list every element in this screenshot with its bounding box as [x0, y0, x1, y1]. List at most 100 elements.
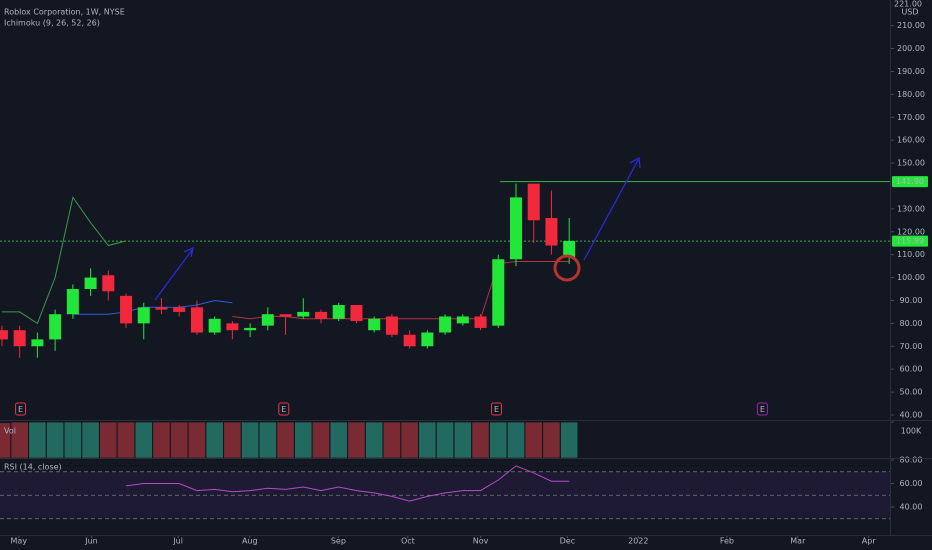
candle-body: [456, 316, 469, 324]
indicator-line: [232, 261, 570, 320]
volume-bar: [560, 421, 579, 459]
volume-bar: [188, 421, 206, 459]
volume-bar: [28, 421, 47, 459]
y-tick-label: 70.00: [900, 342, 923, 351]
candle-body: [403, 334, 416, 347]
candle-body: [173, 307, 186, 312]
candle-body: [368, 318, 381, 331]
volume-bar: [99, 421, 118, 459]
y-tick-label: 40.00: [900, 410, 923, 419]
y-tick-label: 90.00: [900, 296, 923, 305]
rsi-line: [125, 465, 570, 502]
y-tick-label: 150.00: [897, 159, 925, 168]
x-tick-label: 2022: [628, 537, 648, 546]
volume-bar: [329, 421, 348, 459]
volume-bar: [365, 421, 384, 459]
volume-bar: [117, 421, 135, 459]
volume-bar: [489, 421, 508, 459]
candle-body: [509, 197, 522, 260]
candle-body: [421, 332, 434, 347]
x-tick-label: Jul: [172, 537, 183, 546]
price-level-tag: [892, 176, 928, 188]
candle-body: [350, 305, 363, 322]
candle-body: [527, 183, 540, 221]
x-tick-label: Dec: [560, 537, 575, 546]
candle-body: [279, 314, 292, 317]
rsi-tick-label: 80.00: [900, 455, 923, 464]
earnings-label: E: [760, 405, 765, 414]
earnings-label: E: [18, 405, 23, 414]
candle-body: [545, 218, 558, 246]
volume-bar: [223, 421, 242, 459]
y-tick-label: 110.00: [897, 250, 925, 259]
x-tick-label: Sep: [331, 537, 346, 546]
x-tick-label: Mar: [790, 537, 806, 546]
x-tick-label: Nov: [473, 537, 489, 546]
volume-bar: [170, 421, 189, 459]
y-tick-label: 210.00: [897, 21, 925, 30]
price-level-label: 141.90: [896, 177, 924, 186]
y-tick-label: 190.00: [897, 67, 925, 76]
volume-bar: [81, 421, 100, 459]
x-tick-label: Apr: [862, 537, 877, 546]
currency-label: USD: [901, 8, 918, 17]
volume-bar: [347, 421, 366, 459]
y-tick-label: 130.00: [897, 204, 925, 213]
y-tick-label: 170.00: [897, 113, 925, 122]
chart-title: Roblox Corporation, 1W, NYSE: [4, 8, 125, 17]
volume-bar: [453, 421, 472, 459]
y-tick-label: 200.00: [897, 44, 925, 53]
y-tick-label: 80.00: [900, 319, 923, 328]
top-price-label: 221.00: [894, 0, 922, 9]
volume-label: Vol: [4, 427, 16, 436]
volume-bar: [205, 421, 224, 459]
candle-body: [137, 307, 150, 324]
candle-body: [66, 289, 79, 315]
candle-body: [13, 330, 26, 347]
volume-bar: [418, 421, 437, 459]
candle-body: [102, 275, 115, 292]
candle-body: [84, 277, 97, 290]
volume-bar: [383, 421, 401, 459]
candle-body: [332, 305, 345, 319]
volume-bar: [542, 421, 561, 459]
volume-bar: [276, 421, 295, 459]
drawn-arrow: [583, 156, 641, 261]
drawn-circle: [553, 254, 581, 282]
candle-body: [190, 307, 203, 333]
earnings-label: E: [281, 405, 286, 414]
y-tick-label: 100.00: [897, 273, 925, 282]
y-tick-label: 120.00: [897, 227, 925, 236]
volume-bar: [258, 421, 277, 459]
candle-body: [474, 316, 487, 328]
volume-bar: [312, 421, 330, 459]
candle-body: [315, 311, 328, 319]
volume-bar: [294, 421, 313, 459]
candle-body: [385, 316, 398, 335]
candle-body: [31, 339, 44, 347]
x-tick-label: Feb: [720, 537, 734, 546]
x-tick-label: May: [11, 537, 28, 546]
indicator-line: [1, 196, 127, 325]
earnings-marker: [278, 402, 290, 416]
volume-bar: [524, 421, 543, 459]
rsi-tick-label: 40.00: [900, 503, 923, 512]
candle-body: [208, 318, 221, 333]
candle-body: [244, 327, 257, 331]
x-tick-label: Jun: [84, 537, 98, 546]
candle-body: [297, 311, 310, 317]
volume-tick-label: 100K: [901, 427, 922, 436]
x-tick-label: Aug: [242, 537, 258, 546]
candle-body: [563, 240, 576, 257]
indicator-line: [72, 299, 233, 315]
rsi-label: RSI (14, close): [4, 463, 62, 472]
candle-body: [492, 259, 505, 326]
volume-bar: [63, 421, 82, 459]
candle-body: [49, 314, 62, 340]
y-tick-label: 160.00: [897, 136, 925, 145]
candle-body: [226, 323, 239, 331]
y-tick-label: 50.00: [900, 388, 923, 397]
volume-bar: [134, 421, 153, 459]
